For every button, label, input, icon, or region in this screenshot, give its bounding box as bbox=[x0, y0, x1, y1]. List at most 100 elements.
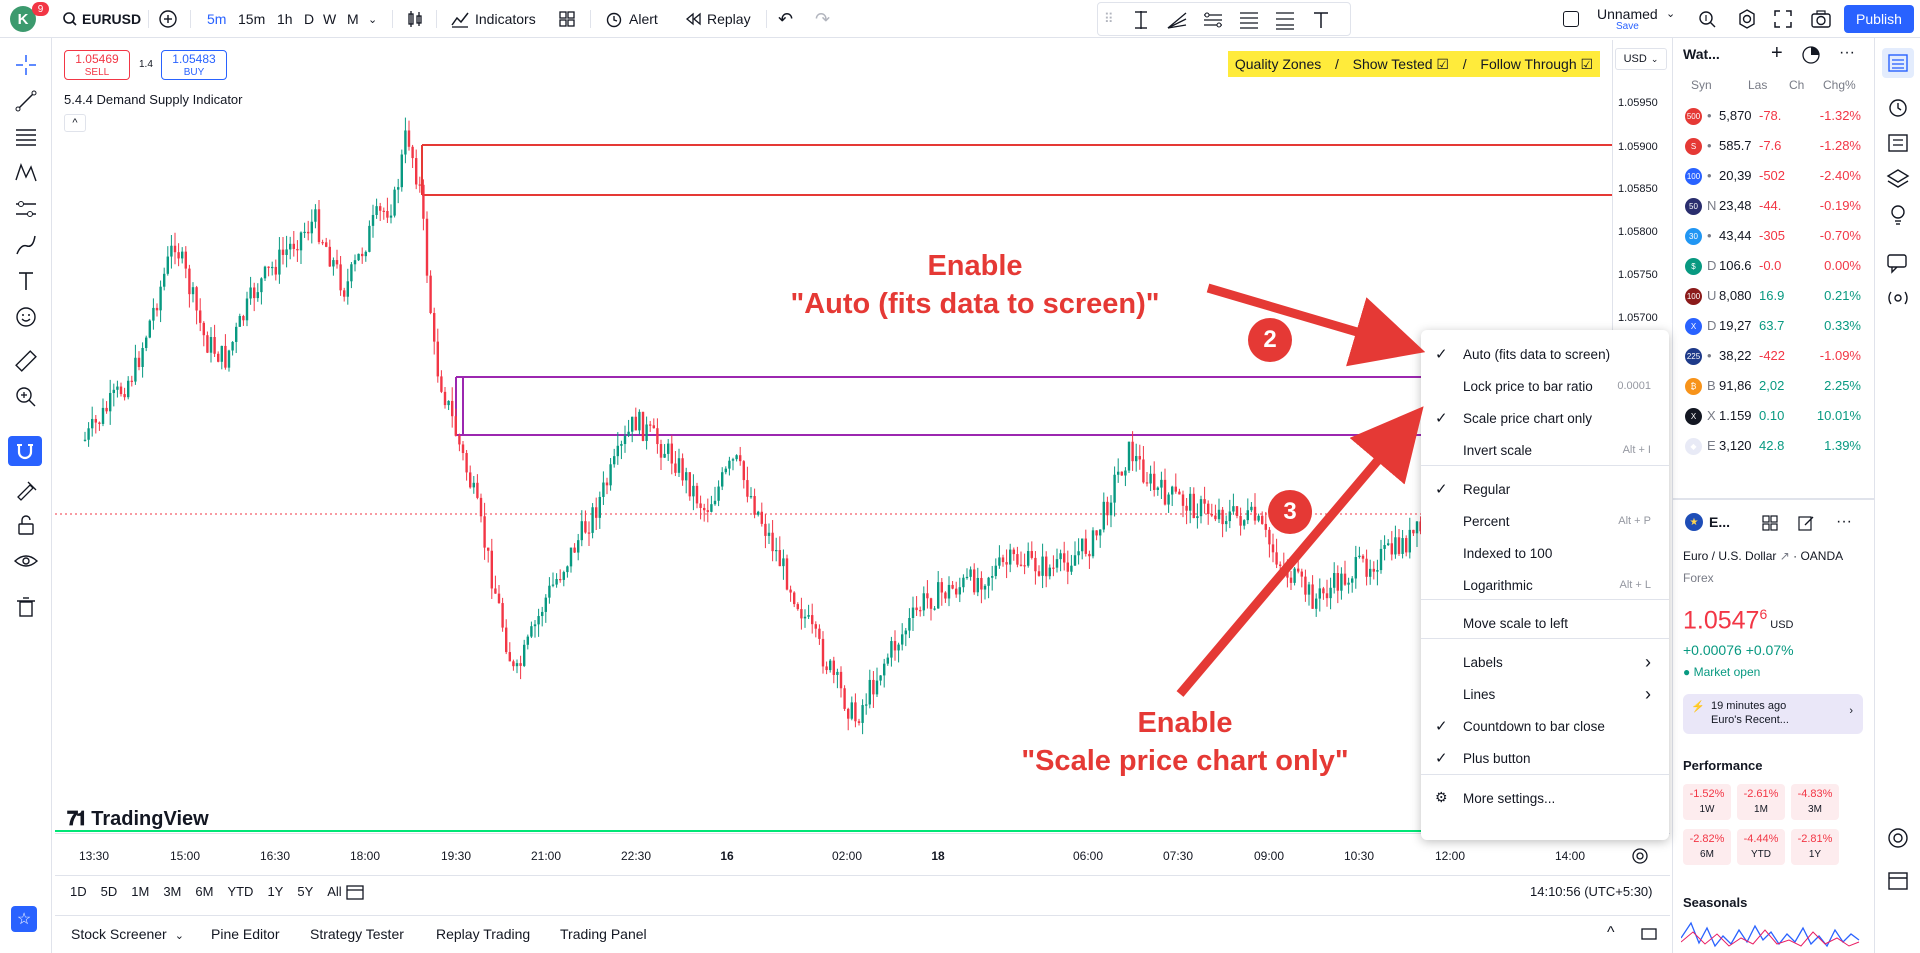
list-item[interactable]: 225 • 38,22 -422 -1.09% bbox=[1673, 340, 1875, 370]
broadcast-icon[interactable] bbox=[1885, 286, 1911, 312]
layout-chevron-down-icon[interactable]: ⌄ bbox=[1666, 8, 1676, 20]
target-icon[interactable] bbox=[1885, 825, 1911, 851]
menu-item-lines[interactable]: Lines › bbox=[1421, 678, 1669, 710]
timeframe-5m[interactable]: 5m bbox=[207, 11, 227, 27]
tab-strategy-tester[interactable]: Strategy Tester bbox=[310, 926, 404, 942]
chart-settings-gear-icon[interactable] bbox=[1631, 847, 1649, 865]
tab-stock-screener[interactable]: Stock Screener ⌄ bbox=[71, 926, 184, 942]
watchlist-tab-button[interactable] bbox=[1882, 48, 1914, 78]
stay-in-drawing-mode-icon[interactable] bbox=[13, 476, 39, 502]
brush-icon[interactable] bbox=[13, 232, 39, 258]
horizontal-lines-tool-icon[interactable] bbox=[1274, 9, 1296, 31]
menu-item-invert-scale[interactable]: Invert scale Alt + I bbox=[1421, 434, 1669, 466]
object-tree-icon[interactable] bbox=[1885, 130, 1911, 156]
menu-item-indexed-to-100[interactable]: Indexed to 100 bbox=[1421, 537, 1669, 569]
camera-icon[interactable] bbox=[1810, 8, 1832, 30]
timeframe-m[interactable]: M bbox=[347, 11, 359, 27]
maximize-panel-icon[interactable] bbox=[1640, 925, 1658, 943]
layout-name[interactable]: Unnamed bbox=[1597, 6, 1658, 22]
text-tool-icon[interactable] bbox=[1310, 9, 1332, 31]
undo-icon[interactable]: ↶ bbox=[778, 8, 794, 29]
list-item[interactable]: ◆ E 3,120 42.8 1.39% bbox=[1673, 430, 1875, 460]
add-symbol-plus-icon[interactable]: + bbox=[1771, 42, 1783, 64]
layout-checkbox[interactable] bbox=[1563, 0, 1579, 38]
templates-button[interactable] bbox=[557, 0, 577, 38]
menu-item-regular[interactable]: ✓ Regular bbox=[1421, 473, 1669, 505]
redo-icon[interactable]: ↷ bbox=[815, 8, 831, 29]
replay-button[interactable]: Replay bbox=[684, 0, 751, 38]
fib-tools-icon[interactable] bbox=[13, 124, 39, 150]
expand-panel-chevron-up-icon[interactable]: ^ bbox=[1607, 924, 1615, 941]
currency-select[interactable]: USD ⌄ bbox=[1615, 48, 1667, 70]
menu-item-more-settings[interactable]: ⚙ More settings... bbox=[1421, 782, 1669, 814]
menu-item-move-scale-to-left[interactable]: Move scale to left bbox=[1421, 607, 1669, 639]
col-change-pct[interactable]: Chg% bbox=[1823, 78, 1856, 92]
gear-icon[interactable] bbox=[1736, 8, 1758, 30]
cross-line-tool-icon[interactable] bbox=[1130, 9, 1152, 31]
details-grid-icon[interactable] bbox=[1761, 514, 1779, 532]
fullscreen-icon[interactable] bbox=[1772, 8, 1794, 30]
range-1d[interactable]: 1D bbox=[70, 884, 87, 899]
ruler-icon[interactable] bbox=[13, 348, 39, 374]
ideas-lightbulb-icon[interactable] bbox=[1885, 202, 1911, 228]
layers-icon[interactable] bbox=[1885, 166, 1911, 192]
layout-save-label[interactable]: Save bbox=[1616, 21, 1639, 32]
list-item[interactable]: 500 • 5,870 -78. -1.32% bbox=[1673, 100, 1875, 130]
timeframe-w[interactable]: W bbox=[323, 11, 337, 27]
news-card[interactable]: ⚡ 19 minutes ago Euro's Recent... › bbox=[1683, 694, 1863, 734]
trash-icon[interactable] bbox=[13, 594, 39, 620]
advanced-view-icon[interactable] bbox=[1801, 45, 1821, 65]
menu-item-lock-price-to-bar-ratio[interactable]: Lock price to bar ratio 0.0001 bbox=[1421, 370, 1669, 402]
alerts-clock-icon[interactable] bbox=[1885, 94, 1911, 120]
magnet-mode-button[interactable] bbox=[8, 436, 42, 466]
tab-pine-editor[interactable]: Pine Editor bbox=[211, 926, 280, 942]
tab-replay-trading[interactable]: Replay Trading bbox=[436, 926, 531, 942]
list-item[interactable]: ₿ B 91,86 2,02 2.25% bbox=[1673, 370, 1875, 400]
user-avatar[interactable]: K bbox=[10, 6, 36, 32]
candlestick-chart[interactable] bbox=[55, 40, 1612, 833]
menu-item-auto-fits-data-to-screen[interactable]: ✓ Auto (fits data to screen) bbox=[1421, 338, 1669, 370]
list-item[interactable]: $ D 106.6 -0.0 0.00% bbox=[1673, 250, 1875, 280]
fib-fan-tool-icon[interactable] bbox=[1166, 9, 1188, 31]
sell-button[interactable]: 1.05469 SELL bbox=[64, 50, 130, 80]
indicators-button[interactable]: Indicators bbox=[450, 0, 536, 38]
range-3m[interactable]: 3M bbox=[163, 884, 182, 899]
timeframe-dropdown-chevron-icon[interactable]: ⌄ bbox=[368, 13, 378, 26]
range-ytd[interactable]: YTD bbox=[227, 884, 254, 899]
edit-icon[interactable] bbox=[1797, 514, 1815, 532]
more-options-icon[interactable]: ··· bbox=[1839, 44, 1855, 61]
range-5y[interactable]: 5Y bbox=[297, 884, 314, 899]
range-all[interactable]: All bbox=[327, 884, 342, 899]
list-item[interactable]: X D 19,27 63.7 0.33% bbox=[1673, 310, 1875, 340]
quick-search-icon[interactable] bbox=[1696, 8, 1718, 30]
indicator-legend-name[interactable]: 5.4.4 Demand Supply Indicator bbox=[64, 92, 243, 107]
timeframe-15m[interactable]: 15m bbox=[238, 11, 266, 27]
list-item[interactable]: X X 1.159 0.10 10.01% bbox=[1673, 400, 1875, 430]
chart-pane[interactable]: 1.05469 SELL 1.4 1.05483 BUY 5.4.4 Deman… bbox=[55, 40, 1670, 880]
external-link-icon[interactable]: ↗ bbox=[1779, 549, 1790, 563]
publish-button[interactable]: Publish bbox=[1844, 5, 1914, 33]
list-item[interactable]: S • 585.7 -7.6 -1.28% bbox=[1673, 130, 1875, 160]
lock-icon[interactable] bbox=[13, 512, 39, 538]
list-item[interactable]: 30 • 43,44 -305 -0.70% bbox=[1673, 220, 1875, 250]
range-1y[interactable]: 1Y bbox=[267, 884, 284, 899]
range-1m[interactable]: 1M bbox=[131, 884, 150, 899]
list-item[interactable]: 100 • 20,39 -502 -2.40% bbox=[1673, 160, 1875, 190]
emoji-icon[interactable] bbox=[13, 304, 39, 330]
details-symbol[interactable]: E... bbox=[1709, 514, 1731, 530]
fib-retracement-tool-icon[interactable] bbox=[1238, 9, 1260, 31]
menu-item-scale-price-chart-only[interactable]: ✓ Scale price chart only bbox=[1421, 402, 1669, 434]
compare-symbol-button[interactable] bbox=[158, 0, 178, 38]
range-5d[interactable]: 5D bbox=[100, 884, 118, 899]
watchlist-title[interactable]: Wat... bbox=[1683, 46, 1720, 62]
menu-item-logarithmic[interactable]: Logarithmic Alt + L bbox=[1421, 569, 1669, 601]
forecasting-icon[interactable] bbox=[13, 196, 39, 222]
menu-item-labels[interactable]: Labels › bbox=[1421, 646, 1669, 678]
calendar-icon[interactable] bbox=[1885, 867, 1911, 893]
zoom-in-icon[interactable] bbox=[13, 384, 39, 410]
parallel-channel-tool-icon[interactable] bbox=[1202, 9, 1224, 31]
list-item[interactable]: 50 N 23,48 -44. -0.19% bbox=[1673, 190, 1875, 220]
patterns-icon[interactable] bbox=[13, 160, 39, 186]
tab-trading-panel[interactable]: Trading Panel bbox=[560, 926, 647, 942]
col-symbol[interactable]: Syn bbox=[1691, 78, 1712, 92]
